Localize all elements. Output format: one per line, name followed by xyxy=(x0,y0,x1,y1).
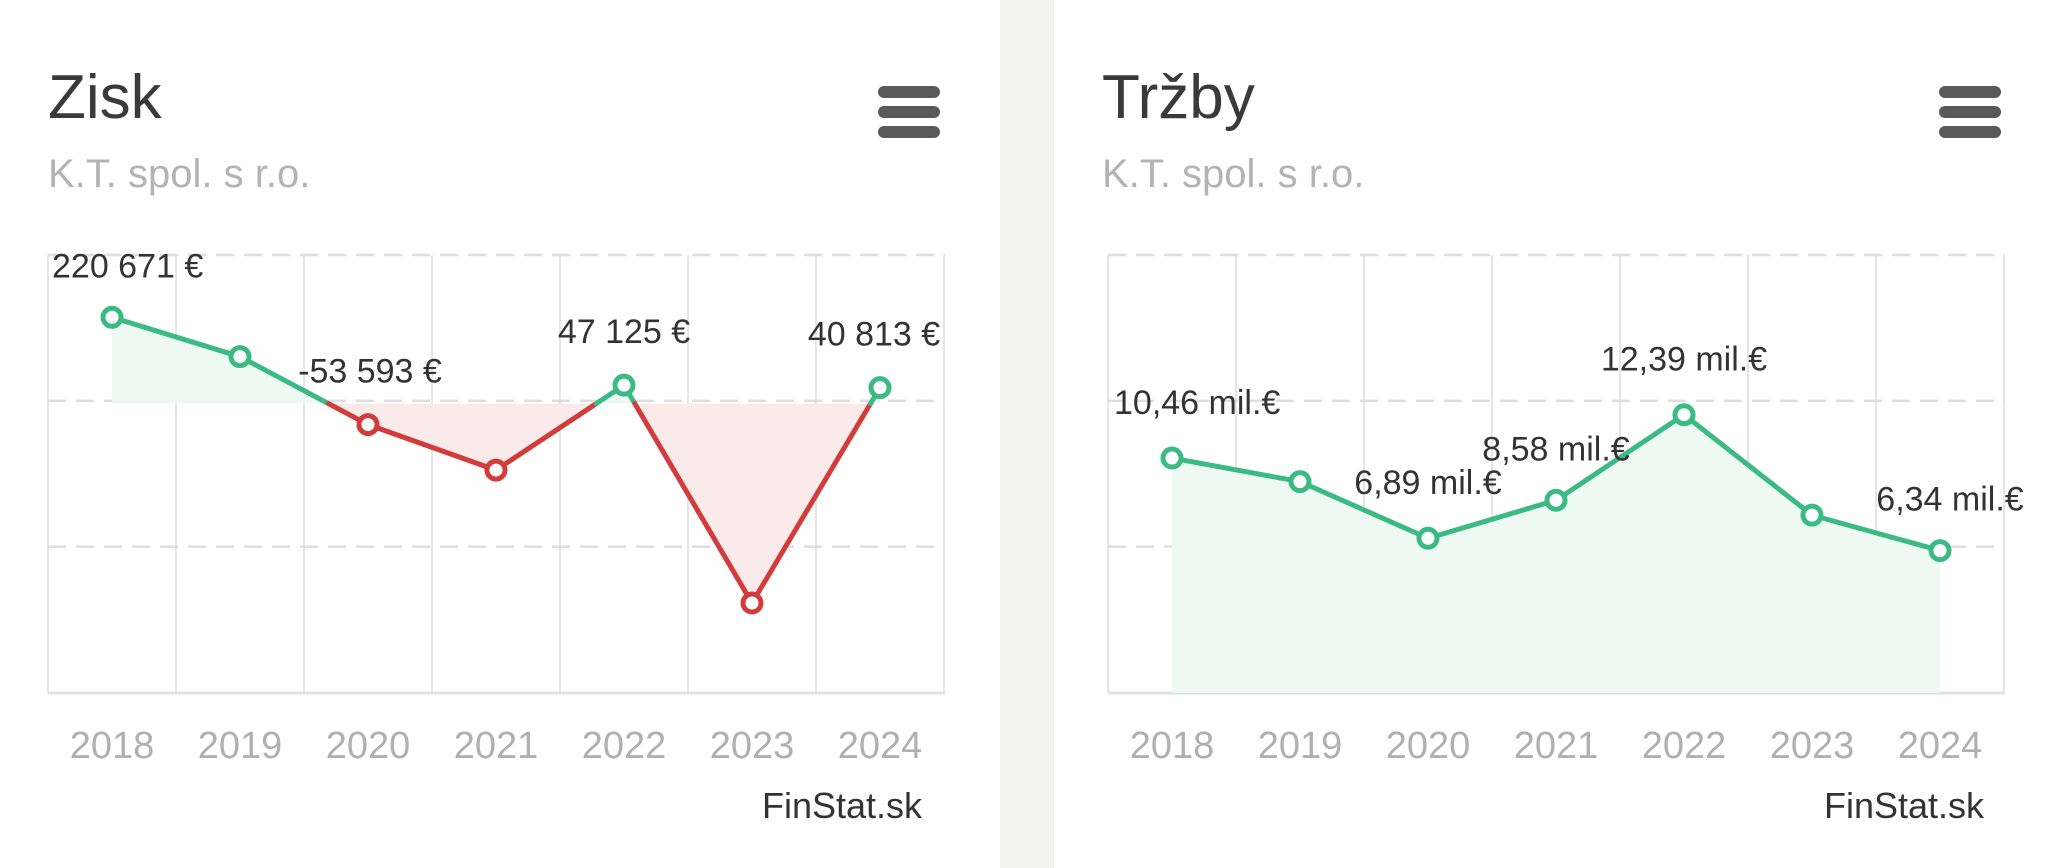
data-labels: 220 671 € -53 593 € 47 125 € 40 813 € xyxy=(52,247,940,390)
x-tick-label: 2022 xyxy=(582,725,667,767)
line-segment xyxy=(1809,512,1943,554)
profit-chart-panel: Zisk K.T. spol. s r.o. 220 671 € -53 593 … xyxy=(0,0,1000,868)
area-segment xyxy=(1812,515,1940,693)
data-point xyxy=(868,376,892,400)
line-segment xyxy=(749,401,874,606)
x-tick-label: 2022 xyxy=(1642,725,1727,767)
x-tick-label: 2020 xyxy=(326,725,411,767)
data-point xyxy=(228,345,252,369)
data-point xyxy=(740,591,764,615)
data-point xyxy=(1160,446,1184,470)
data-point xyxy=(1416,526,1440,550)
x-tick-label: 2020 xyxy=(1386,725,1471,767)
data-point xyxy=(1800,503,1824,527)
x-tick-label: 2021 xyxy=(454,725,539,767)
chart-title: Tržby xyxy=(1102,63,1255,132)
chart-credit[interactable]: FinStat.sk xyxy=(1824,785,1985,826)
line-segment xyxy=(1425,497,1559,541)
data-point xyxy=(1288,470,1312,494)
x-tick-label: 2019 xyxy=(1258,725,1343,767)
line-segment xyxy=(632,401,755,606)
data-label: -53 593 € xyxy=(298,353,442,391)
x-tick-label: 2021 xyxy=(1514,725,1599,767)
data-label: 10,46 mil.€ xyxy=(1114,384,1280,422)
data-label: 47 125 € xyxy=(558,313,690,351)
data-label: 12,39 mil.€ xyxy=(1601,341,1767,379)
x-tick-label: 2024 xyxy=(838,725,923,767)
x-tick-label: 2018 xyxy=(1130,725,1215,767)
data-point xyxy=(1928,539,1952,563)
line-segment xyxy=(237,354,331,407)
area-fill xyxy=(1172,414,1940,693)
data-label: 220 671 € xyxy=(52,247,203,285)
data-point xyxy=(1672,403,1696,427)
line-segment xyxy=(1297,479,1431,541)
data-points xyxy=(100,305,892,615)
chart-subtitle: K.T. spol. s r.o. xyxy=(1102,152,1365,196)
data-point xyxy=(100,305,124,329)
chart-title: Zisk xyxy=(48,63,162,132)
revenue-line-chart: 10,46 mil.€ 6,89 mil.€8,58 mil.€ 12,39 mil… xyxy=(1107,253,2024,767)
data-label: 8,58 mil.€ xyxy=(1482,430,1629,468)
data-label: 40 813 € xyxy=(808,316,940,354)
x-tick-label: 2018 xyxy=(70,725,155,767)
line-segment xyxy=(1169,455,1303,485)
data-point xyxy=(484,458,508,482)
x-axis-ticks: 2018 2019 2020 2021 2022 2023 2024 xyxy=(1130,725,1983,767)
x-tick-label: 2023 xyxy=(1770,725,1855,767)
data-point xyxy=(356,413,380,437)
line-segment xyxy=(1553,412,1687,503)
data-points xyxy=(1160,403,1952,563)
x-tick-label: 2024 xyxy=(1898,725,1983,767)
area-segment xyxy=(1428,500,1556,693)
data-label: 6,89 mil.€ xyxy=(1354,464,1501,502)
x-tick-label: 2019 xyxy=(198,725,283,767)
hamburger-menu-icon[interactable] xyxy=(878,86,940,138)
data-labels: 10,46 mil.€ 6,89 mil.€8,58 mil.€ 12,39 mil… xyxy=(1114,341,2024,519)
line-segment xyxy=(365,422,499,473)
x-axis-ticks: 2018 2019 2020 2021 2022 2023 2024 xyxy=(70,725,923,767)
area-segment xyxy=(112,317,240,404)
line-segment xyxy=(1681,412,1815,518)
data-point xyxy=(612,373,636,397)
series-line xyxy=(1169,412,1943,554)
line-segment xyxy=(109,314,243,360)
x-tick-label: 2023 xyxy=(710,725,795,767)
area-segment xyxy=(1684,414,1812,693)
hamburger-menu-icon[interactable] xyxy=(1939,86,2001,138)
area-segment xyxy=(1172,458,1300,693)
chart-subtitle: K.T. spol. s r.o. xyxy=(48,152,311,196)
area-segment xyxy=(368,403,496,471)
data-point xyxy=(1544,488,1568,512)
chart-credit[interactable]: FinStat.sk xyxy=(762,785,923,826)
data-label: 6,34 mil.€ xyxy=(1876,481,2023,519)
area-segment xyxy=(1300,481,1428,693)
line-segment xyxy=(493,401,599,473)
revenue-chart-panel: Tržby K.T. spol. s r.o. 10,46 mil.€ 6,89 … xyxy=(1054,0,2048,868)
profit-line-chart: 220 671 €-53 593 €47 125 €40 813 €2018 20… xyxy=(47,247,945,767)
area-segment xyxy=(1556,414,1684,693)
